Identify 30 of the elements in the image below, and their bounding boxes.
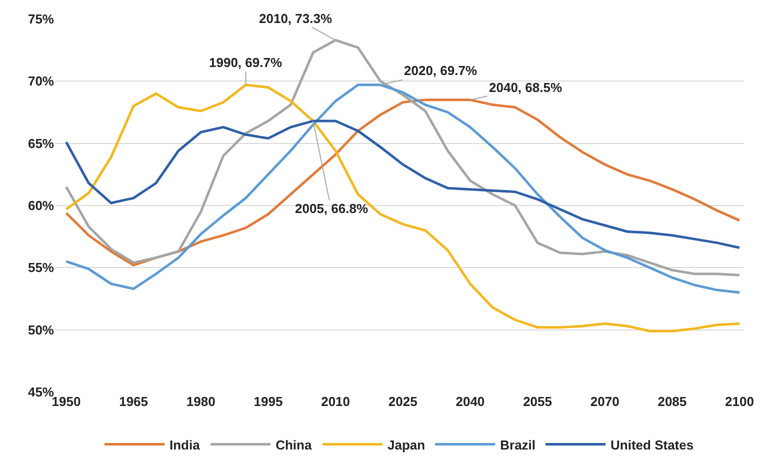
legend-label: United States <box>610 437 694 452</box>
y-tick-label: 50% <box>28 322 54 338</box>
y-tick-label: 60% <box>28 198 54 214</box>
x-tick-label: 2100 <box>725 394 754 409</box>
x-tick-label: 2040 <box>456 394 485 409</box>
line-series <box>64 120 741 250</box>
y-tick-label: 65% <box>28 136 54 151</box>
x-tick-label: 1995 <box>254 394 283 409</box>
annotation: 2020, 69.7% <box>404 63 478 78</box>
y-tick-label: 75% <box>28 12 54 27</box>
line-series <box>64 98 741 266</box>
legend-label: Brazil <box>500 437 536 452</box>
x-tick-label: 2085 <box>658 394 687 409</box>
annotation: 1990, 69.7% <box>209 55 282 70</box>
legend-label: Japan <box>387 437 426 452</box>
annotation: 2010, 73.3% <box>259 11 332 26</box>
x-tick-label: 2010 <box>321 394 350 409</box>
line-series <box>64 84 741 294</box>
annotation: 2040, 68.5% <box>489 80 562 95</box>
line-series <box>64 84 741 332</box>
x-tick-label: 1980 <box>186 394 216 409</box>
annotation: 2005, 66.8% <box>295 201 368 216</box>
x-tick-label: 2025 <box>388 394 418 409</box>
y-tick-label: 70% <box>28 74 54 89</box>
x-tick-label: 1965 <box>119 394 148 409</box>
x-tick-label: 2055 <box>523 394 552 409</box>
legend-label: India <box>170 437 201 452</box>
y-tick-label: 55% <box>28 260 54 276</box>
x-tick-label: 2070 <box>590 394 620 409</box>
legend-label: China <box>276 437 312 452</box>
